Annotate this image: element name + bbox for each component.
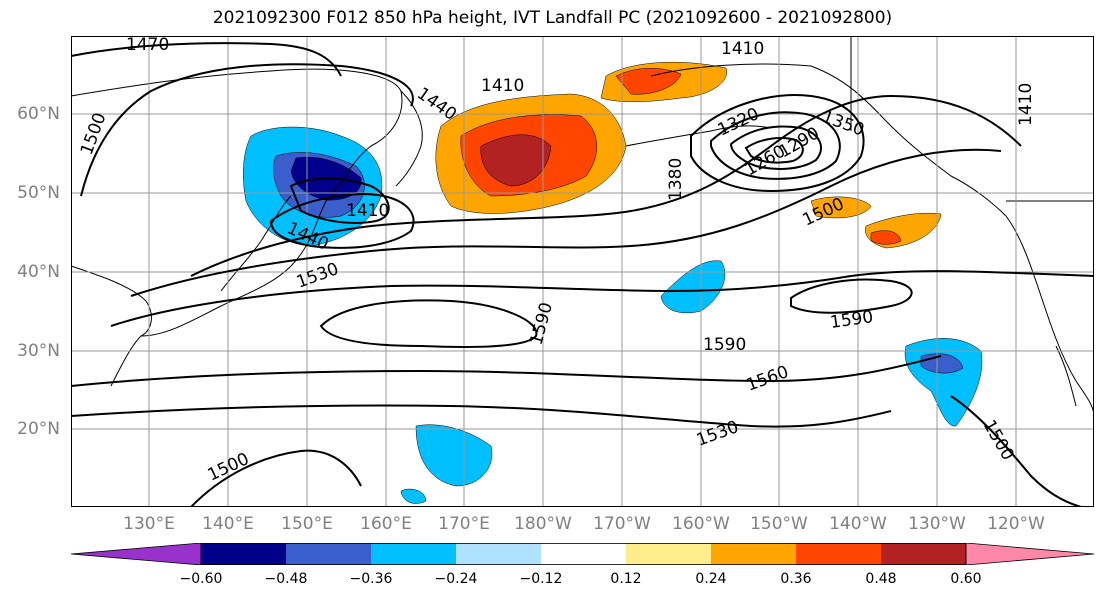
colorbar-bin [286, 543, 371, 565]
contour-label: 1590 [829, 307, 875, 333]
colorbar-tick: −0.12 [519, 571, 563, 587]
lon-label: 140°E [202, 514, 254, 534]
coast-alaska [650, 63, 1007, 217]
contour-1560-south [71, 355, 942, 387]
contour-1530-south [71, 404, 892, 428]
colorbar-bin [881, 543, 966, 565]
shade-east-red [870, 230, 902, 245]
map-panel: 1470 1410 1440 1410 1500 1380 1320 1290 … [71, 36, 1094, 507]
coast-kamchatka [395, 90, 423, 187]
contour-aleutian-low-4 [744, 137, 804, 164]
contour-label: 1590 [527, 300, 558, 347]
lat-label: 50°N [17, 183, 60, 203]
colorbar-bin [456, 543, 541, 565]
contour-1500-east [950, 395, 1082, 507]
colorbar-tick: 0.48 [865, 571, 897, 587]
lon-label: 130°E [123, 514, 175, 534]
lon-label: 130°W [908, 514, 966, 534]
coast-japan [220, 195, 292, 292]
contour-1470 [71, 42, 342, 77]
contour-label: 1530 [294, 259, 341, 293]
contour-label: 1410 [481, 76, 524, 96]
contour-1530-low [190, 94, 1022, 277]
contour-label: 1410 [721, 39, 764, 59]
colorbar-bin [796, 543, 881, 565]
lat-label: 60°N [17, 104, 60, 124]
colorbar-frame [200, 543, 967, 565]
shade-south-blue [415, 424, 493, 487]
lon-label: 150°E [281, 514, 333, 534]
colorbar-bin [201, 543, 286, 565]
ivt-shading [243, 61, 983, 504]
colorbar-tick: 0.24 [695, 571, 727, 587]
colorbar-extend-high [965, 543, 1094, 565]
colorbar-bin [541, 543, 626, 565]
map-title: 2021092300 F012 850 hPa height, IVT Land… [212, 8, 893, 28]
colorbar-tick: −0.24 [434, 571, 478, 587]
lon-label: 150°W [750, 514, 808, 534]
colorbar-extend-low [71, 543, 202, 565]
height-contours [71, 42, 1094, 507]
colorbar-tick: −0.60 [179, 571, 223, 587]
colorbar-tick: 0.36 [780, 571, 812, 587]
contour-aleutian-low-1 [690, 94, 865, 193]
contour-label: 1380 [666, 158, 686, 201]
shade-gulf-orange [810, 196, 872, 219]
shade-alaska-red [615, 67, 682, 95]
lon-label: 160°W [672, 514, 730, 534]
lon-label: 170°W [593, 514, 651, 534]
contour-label: 1410 [346, 201, 389, 221]
contour-label: 1350 [819, 107, 866, 141]
contour-label: 1500 [77, 110, 111, 157]
colorbar-bin [626, 543, 711, 565]
contour-1590-east [790, 278, 913, 314]
map-frame [71, 36, 1094, 507]
contour-1410-a [289, 177, 390, 224]
lon-label: 120°W [987, 514, 1045, 534]
contour-1500-south [190, 449, 362, 507]
shade-bering-darkred [480, 134, 552, 187]
colorbar-tick: −0.48 [264, 571, 308, 587]
contour-1590-closed [319, 299, 538, 348]
contour-1590-big [110, 270, 1094, 327]
contour-aleutian-low-2 [710, 111, 841, 180]
colorbar-bin [711, 543, 796, 565]
contour-label: 1320 [715, 104, 763, 140]
contour-1500-nw [80, 63, 414, 197]
coast-asia-north [71, 68, 403, 337]
contour-label: 1410 [1016, 83, 1036, 126]
shade-hawaii-blue [904, 338, 983, 427]
lon-label: 160°E [360, 514, 412, 534]
colorbar-tick: 0.60 [950, 571, 982, 587]
shade-south-blue-sm [400, 488, 427, 504]
contour-label: 1470 [126, 36, 169, 55]
coast-aleutians [625, 125, 772, 147]
colorbar-tick: −0.36 [349, 571, 393, 587]
shade-central-blue [660, 260, 726, 314]
contour-label: 1500 [979, 417, 1018, 464]
lat-label: 40°N [17, 262, 60, 282]
contour-aleutian-low-3 [729, 125, 822, 170]
lon-label: 180°W [514, 514, 572, 534]
contour-1560 [130, 148, 1002, 297]
lat-label: 20°N [17, 419, 60, 439]
colorbar-tick: 0.12 [610, 571, 642, 587]
coast-asia-east [71, 265, 152, 387]
lon-label: 170°E [438, 514, 490, 534]
lon-label: 140°W [829, 514, 887, 534]
contour-label: 1560 [744, 362, 791, 396]
contour-label: 1590 [703, 335, 746, 355]
lat-label: 30°N [17, 341, 60, 361]
colorbar [71, 543, 1094, 565]
coast-na-west [1005, 215, 1094, 417]
colorbar-bin [371, 543, 456, 565]
contour-1440-a [270, 192, 415, 249]
